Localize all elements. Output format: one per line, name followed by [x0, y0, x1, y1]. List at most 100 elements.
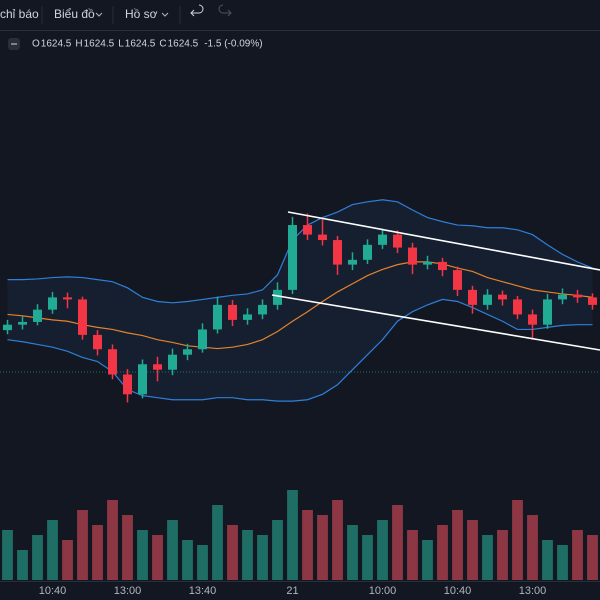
- x-tick-label: 21: [286, 585, 298, 597]
- legend-key: C: [159, 39, 166, 50]
- trend-line: [271, 294, 600, 351]
- chart-type-button[interactable]: Biểu đồ: [54, 7, 95, 21]
- x-tick-label: 10:40: [444, 585, 472, 597]
- candle-body: [108, 349, 117, 375]
- toolbar: chỉ báo Biểu đồ Hồ sơ: [0, 4, 232, 24]
- candle-body: [93, 334, 102, 350]
- volume-bar: [77, 510, 88, 580]
- undo-button[interactable]: [190, 4, 204, 17]
- candle-body: [228, 304, 237, 320]
- volume-bar: [227, 525, 238, 580]
- volume-bar: [137, 530, 148, 580]
- volume-bar: [302, 510, 313, 580]
- volume-bar: [452, 510, 463, 580]
- trend-line: [287, 211, 600, 271]
- candle-body: [543, 299, 552, 325]
- candle-body: [48, 297, 57, 310]
- volume-bar: [497, 530, 508, 580]
- volume-bar: [92, 525, 103, 580]
- volume-bar: [392, 505, 403, 580]
- candle-body: [348, 259, 357, 265]
- x-tick-label: 10:40: [39, 585, 67, 597]
- candle-body: [183, 349, 192, 355]
- volume-bar: [377, 520, 388, 580]
- candle-body: [423, 261, 432, 265]
- candle-body: [123, 374, 132, 395]
- candle-body: [288, 225, 297, 290]
- candle-body: [363, 244, 372, 260]
- legend-value: 1624.5: [84, 39, 115, 50]
- candle-body: [63, 297, 72, 300]
- volume-bar: [407, 530, 418, 580]
- candle-body: [558, 294, 567, 300]
- candle-body: [573, 294, 582, 298]
- volume-bar: [62, 540, 73, 580]
- legend-key: L: [118, 39, 124, 50]
- chevron: [161, 12, 169, 17]
- volume-bar: [527, 515, 538, 580]
- candle-body: [213, 304, 222, 330]
- candle-body: [18, 321, 27, 325]
- volume-bar: [257, 535, 268, 580]
- volume-bar: [242, 530, 253, 580]
- candle-body: [513, 299, 522, 315]
- candle-body: [3, 324, 12, 331]
- legend-toggle[interactable]: [8, 38, 20, 50]
- volume-bar: [287, 490, 298, 580]
- volume-bar: [167, 520, 178, 580]
- volume-bar: [32, 535, 43, 580]
- volume-bar: [212, 505, 223, 580]
- candle-body: [408, 247, 417, 265]
- candle-body: [318, 234, 327, 241]
- candle-body: [528, 314, 537, 325]
- candle-body: [138, 364, 147, 395]
- volume-bar: [572, 530, 583, 580]
- x-tick-label: 13:00: [114, 585, 142, 597]
- volume-bar: [47, 520, 58, 580]
- candle-body: [483, 294, 492, 305]
- candle-body: [468, 289, 477, 305]
- volume-bar: [362, 535, 373, 580]
- candle-body: [168, 354, 177, 370]
- volume-bar: [272, 520, 283, 580]
- candle-body: [333, 240, 342, 265]
- profile-button[interactable]: Hồ sơ: [125, 7, 158, 21]
- legend-key: H: [75, 39, 82, 50]
- volume-bar: [437, 525, 448, 580]
- volume-bar: [152, 535, 163, 580]
- volume-bar: [512, 500, 523, 580]
- volume-bar: [482, 535, 493, 580]
- candle-body: [303, 225, 312, 235]
- candle-body: [78, 299, 87, 335]
- legend-value: 1624.5: [168, 39, 199, 50]
- candle-body: [243, 314, 252, 320]
- candle-body: [453, 270, 462, 290]
- volume-bar: [197, 545, 208, 580]
- candle-body: [33, 309, 42, 322]
- volume-bar: [317, 515, 328, 580]
- volume-bar: [122, 515, 133, 580]
- moving-average: [7, 261, 593, 350]
- legend-change: -1.5 (-0.09%): [204, 39, 262, 50]
- chevron: [95, 12, 103, 17]
- x-tick-label: 10:00: [369, 585, 397, 597]
- volume-bar: [557, 545, 568, 580]
- volume-bar: [467, 520, 478, 580]
- candle-body: [258, 304, 267, 315]
- candle-body: [198, 329, 207, 350]
- indicators-button[interactable]: chỉ báo: [0, 7, 39, 21]
- candle-body: [273, 289, 282, 305]
- candle-body: [438, 261, 447, 271]
- legend-key: O: [32, 39, 40, 50]
- volume-bar: [332, 500, 343, 580]
- candle-body: [393, 234, 402, 248]
- volume-bar: [422, 540, 433, 580]
- candle-body: [378, 234, 387, 245]
- legend-value: 1624.5: [41, 39, 72, 50]
- volume-bar: [542, 540, 553, 580]
- redo-button[interactable]: [218, 4, 232, 17]
- candle-body: [153, 364, 162, 370]
- volume-bar: [182, 540, 193, 580]
- candle-body: [588, 297, 597, 305]
